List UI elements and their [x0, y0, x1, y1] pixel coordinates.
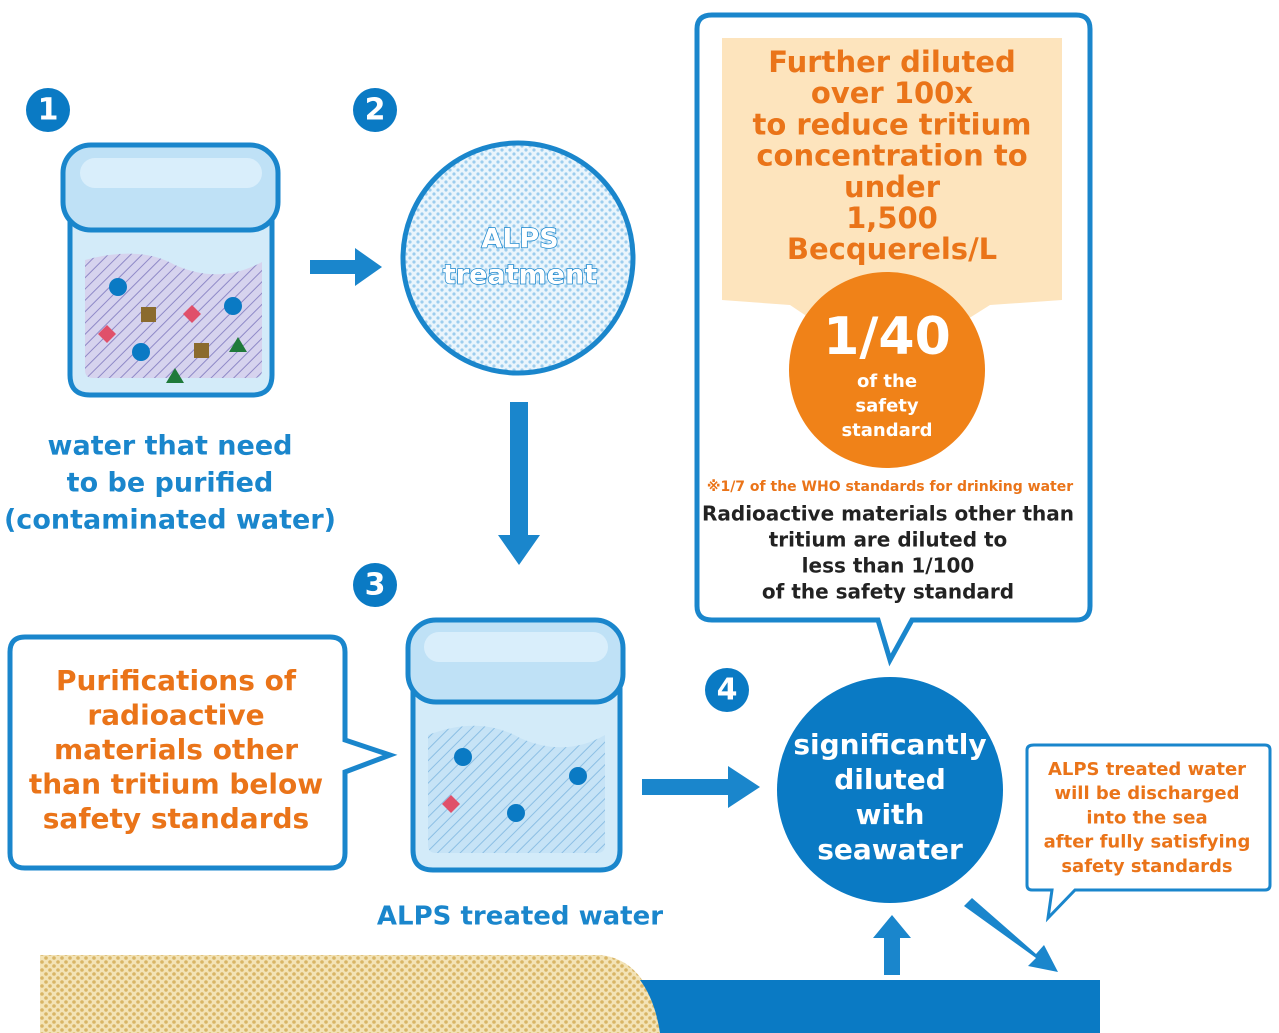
step-number: 4 — [717, 673, 738, 708]
step-label: to be purified — [67, 468, 274, 499]
callout-text: will be discharged — [1054, 783, 1239, 804]
callout-text: Purifications of — [56, 664, 297, 697]
callout-text: than tritium below — [29, 768, 323, 801]
callout-header: over 100x — [811, 76, 973, 110]
badge-text: of the — [857, 371, 917, 392]
step-label: seawater — [817, 833, 963, 866]
callout-header: Becquerels/L — [787, 232, 997, 266]
callout-body: of the safety standard — [762, 580, 1014, 604]
callout-text: into the sea — [1086, 807, 1207, 828]
badge-fraction: 1/40 — [823, 307, 951, 367]
callout-text: safety standards — [43, 802, 309, 835]
diagram: 1 2 3 4 water that need to be purified (contam… — [0, 0, 1279, 1033]
step-label: ALPS — [481, 224, 558, 255]
step-number: 3 — [365, 568, 386, 603]
callout-body: Radioactive materials other than — [702, 502, 1074, 526]
callout-body: tritium are diluted to — [769, 528, 1008, 552]
callout-header: Further diluted — [768, 45, 1015, 79]
step-label: significantly — [793, 728, 986, 761]
step-number: 2 — [365, 93, 386, 128]
callout-header: 1,500 — [846, 201, 938, 235]
callout-text: ALPS treated water — [1048, 759, 1246, 780]
badge-text: standard — [841, 420, 932, 441]
callout-body: less than 1/100 — [802, 554, 975, 578]
step-label: ALPS treated water — [377, 902, 663, 932]
step-label: water that need — [48, 431, 293, 462]
callout-note: ※1/7 of the WHO standards for drinking w… — [707, 479, 1073, 495]
callout-text: safety standards — [1061, 856, 1232, 877]
step-label: with — [856, 798, 925, 831]
callout-text: after fully satisfying — [1044, 832, 1251, 853]
callout-text: materials other — [54, 733, 298, 766]
callout-header: to reduce tritium — [753, 107, 1032, 141]
step-number: 1 — [38, 93, 59, 128]
step-label: diluted — [834, 763, 946, 796]
callout-text: radioactive — [87, 699, 264, 732]
callout-header: concentration to — [756, 139, 1027, 173]
callout-header: under — [844, 170, 941, 204]
step-label: treatment — [443, 260, 597, 291]
step-label: (contaminated water) — [4, 505, 336, 536]
badge-text: safety — [855, 396, 919, 417]
